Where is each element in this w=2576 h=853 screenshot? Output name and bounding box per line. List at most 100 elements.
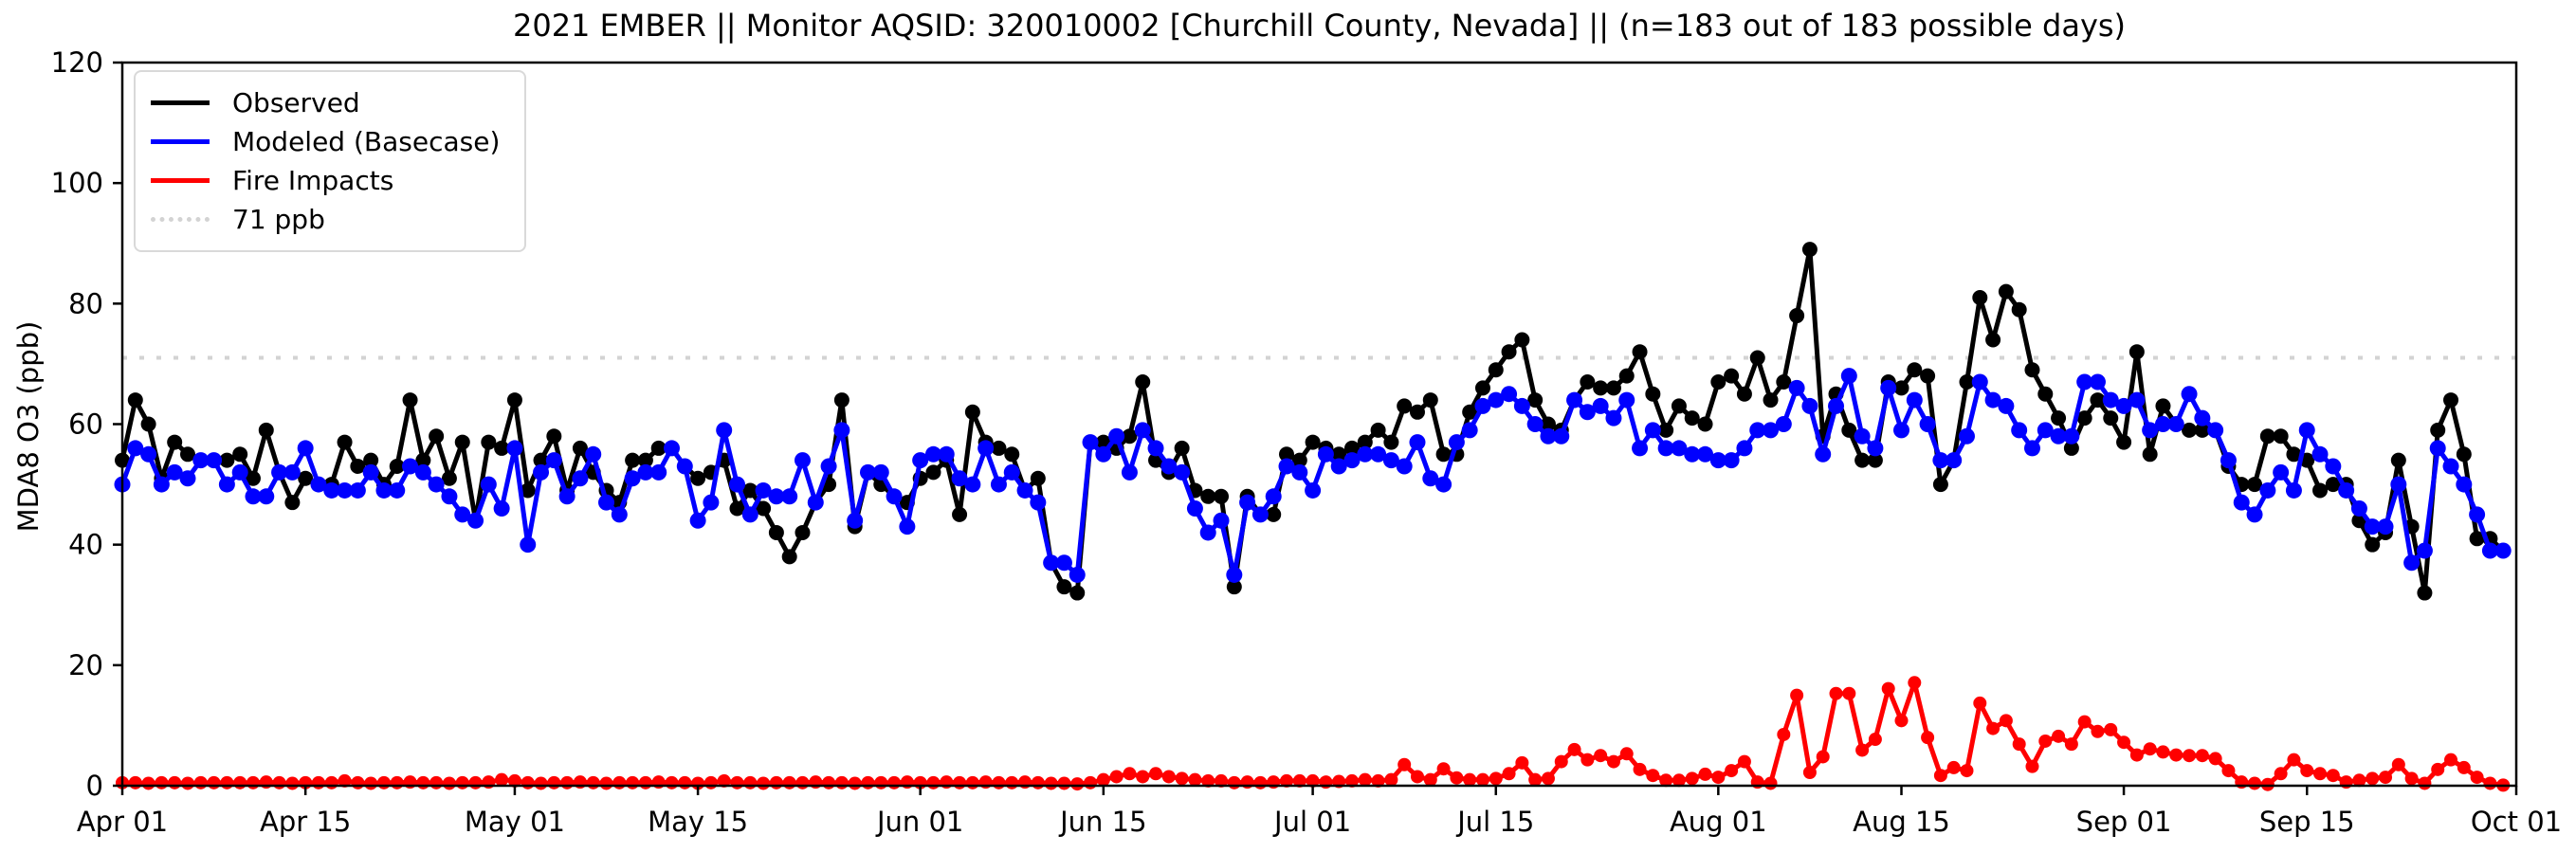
observed-marker: [179, 446, 195, 463]
modeled-basecase--marker: [1553, 427, 1570, 445]
observed-marker: [1069, 585, 1086, 601]
modeled-basecase--marker: [1343, 452, 1361, 469]
modeled-basecase--marker: [231, 463, 248, 481]
modeled-basecase--marker: [1501, 386, 1518, 403]
fire-impacts-marker: [1567, 742, 1581, 756]
modeled-basecase--marker: [1684, 445, 1701, 463]
legend-box: Observed Modeled (Basecase) Fire Impacts…: [134, 70, 527, 252]
observed-marker: [363, 452, 379, 468]
observed-marker: [1214, 488, 1230, 504]
x-tick-label: Oct 01: [2471, 806, 2562, 838]
fire-impacts-marker: [1031, 775, 1045, 789]
modeled-basecase--marker: [2115, 397, 2132, 414]
fire-impacts-marker: [128, 775, 142, 789]
fire-impacts-marker: [1986, 721, 2001, 735]
fire-impacts-marker: [1842, 686, 1856, 700]
fire-impacts-marker: [1502, 767, 1516, 781]
fire-impacts-marker: [521, 775, 535, 789]
observed-marker: [2051, 410, 2067, 426]
fire-impacts-marker: [351, 775, 365, 789]
modeled-basecase--marker: [807, 494, 824, 511]
fire-impacts-marker: [1306, 773, 1320, 788]
modeled-basecase--marker: [2207, 422, 2224, 439]
fire-impacts-marker: [1188, 772, 1202, 787]
y-tick-label: 40: [68, 529, 103, 561]
observed-marker: [520, 482, 536, 499]
modeled-basecase--marker: [1763, 422, 1780, 439]
observed-marker: [1854, 452, 1871, 468]
fire-impacts-marker: [874, 775, 888, 789]
fire-impacts-marker: [2169, 748, 2183, 762]
observed-marker: [1266, 506, 1282, 522]
observed-marker: [1279, 446, 1295, 463]
modeled-basecase--marker: [2350, 500, 2367, 517]
fire-impacts-marker: [560, 775, 575, 789]
modeled-basecase--marker: [794, 452, 811, 469]
fire-impacts-marker: [2183, 749, 2197, 763]
x-tick-label: Jul 01: [1272, 806, 1351, 838]
observed-marker: [2103, 410, 2119, 426]
modeled-basecase--marker: [990, 476, 1007, 493]
fire-impacts-marker: [468, 775, 483, 789]
fire-impacts-marker: [155, 775, 169, 789]
modeled-basecase--marker: [1461, 422, 1478, 439]
modeled-basecase--marker: [506, 440, 523, 457]
modeled-basecase--marker: [1134, 422, 1151, 439]
fire-impacts-marker: [1227, 775, 1241, 789]
fire-impacts-marker: [795, 775, 810, 789]
observed-marker: [1462, 404, 1478, 420]
modeled-basecase--marker: [1801, 397, 1818, 414]
modeled-line-sample: [151, 139, 210, 144]
modeled-basecase--marker: [349, 481, 366, 499]
modeled-basecase--marker: [545, 452, 562, 469]
modeled-basecase--marker: [310, 476, 327, 493]
modeled-basecase--marker: [1867, 440, 1884, 457]
observed-marker: [1397, 398, 1413, 414]
fire-impacts-marker: [2012, 737, 2026, 752]
fire-impacts-marker: [1541, 771, 1555, 786]
fire-impacts-marker: [233, 775, 247, 789]
observed-marker: [1056, 579, 1072, 595]
modeled-basecase--marker: [192, 452, 210, 469]
fire-impacts-marker: [1215, 773, 1229, 788]
observed-marker: [768, 524, 784, 540]
observed-marker: [781, 549, 797, 565]
fire-impacts-marker: [390, 775, 404, 789]
observed-marker: [2142, 446, 2158, 463]
fire-impacts-marker: [1855, 743, 1870, 757]
fire-impacts-marker: [1737, 754, 1751, 769]
x-tick-label: Apr 01: [77, 806, 168, 838]
fire-impacts-marker: [730, 775, 744, 789]
fire-impacts-marker: [285, 776, 300, 790]
modeled-basecase--marker: [493, 500, 510, 517]
modeled-basecase--marker: [2377, 518, 2394, 535]
fire-line-sample: [151, 178, 210, 183]
observed-marker: [1697, 416, 1713, 432]
modeled-basecase--marker: [166, 463, 183, 481]
fire-impacts-marker: [1868, 733, 1882, 747]
observed-marker: [1671, 398, 1687, 414]
x-tick-label: Jun 15: [1058, 806, 1146, 838]
fire-impacts-marker: [2470, 771, 2484, 785]
modeled-basecase--marker: [598, 494, 615, 511]
observed-marker: [1200, 488, 1216, 504]
modeled-basecase--marker: [1055, 554, 1072, 572]
observed-marker: [1580, 373, 1596, 390]
modeled-basecase--marker: [245, 488, 262, 505]
fire-impacts-marker: [1594, 749, 1608, 763]
fire-impacts-marker: [1358, 772, 1372, 787]
modeled-basecase--marker: [1775, 416, 1792, 432]
modeled-basecase--marker: [611, 506, 628, 523]
observed-marker: [127, 392, 143, 408]
fire-impacts-marker: [338, 773, 352, 788]
modeled-basecase--marker: [1815, 445, 1832, 463]
modeled-basecase--marker: [2429, 440, 2446, 457]
fire-impacts-marker: [1921, 731, 1935, 745]
fire-impacts-marker: [1123, 767, 1137, 781]
observed-marker: [1593, 380, 1609, 396]
modeled-basecase--marker: [1016, 481, 1033, 499]
fire-impacts-marker: [678, 775, 692, 789]
modeled-basecase--marker: [480, 476, 497, 493]
fire-impacts-marker: [2313, 767, 2328, 781]
modeled-basecase--marker: [872, 463, 889, 481]
